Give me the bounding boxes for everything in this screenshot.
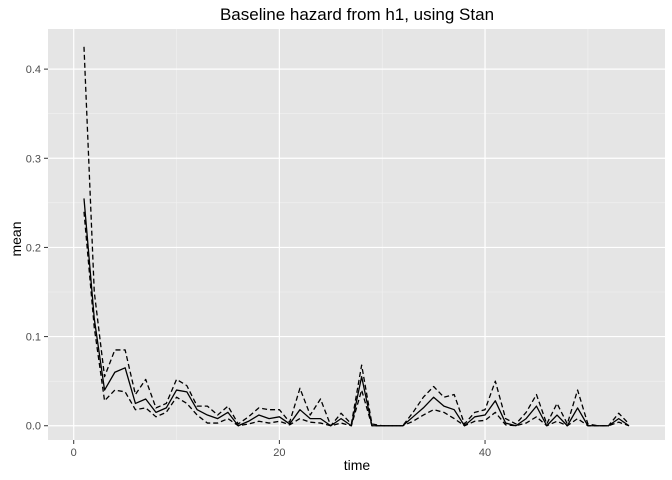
minor-gridlines bbox=[48, 29, 665, 440]
plot-panel bbox=[48, 29, 665, 440]
y-tick-label: 0.2 bbox=[26, 242, 41, 254]
x-tick-label: 20 bbox=[273, 447, 285, 459]
chart-title: Baseline hazard from h1, using Stan bbox=[220, 5, 494, 24]
x-tick-label: 40 bbox=[479, 447, 491, 459]
y-tick-label: 0.1 bbox=[26, 332, 41, 344]
y-tick-label: 0.0 bbox=[26, 421, 41, 433]
solid-series-line-0 bbox=[83, 198, 630, 427]
y-axis-title: mean bbox=[8, 221, 24, 256]
dashed-series-line-2 bbox=[83, 211, 630, 427]
major-gridlines bbox=[48, 29, 665, 440]
y-tick-label: 0.4 bbox=[26, 64, 41, 76]
dashed-series-line-1 bbox=[83, 46, 630, 427]
y-tick-label: 0.3 bbox=[26, 153, 41, 165]
x-axis-title: time bbox=[344, 457, 371, 473]
x-axis-ticks: 0 20 40 bbox=[71, 440, 491, 459]
y-axis-ticks: 0.0 0.1 0.2 0.3 0.4 bbox=[26, 64, 48, 433]
x-tick-label: 0 bbox=[71, 447, 77, 459]
series-lines bbox=[83, 46, 630, 427]
